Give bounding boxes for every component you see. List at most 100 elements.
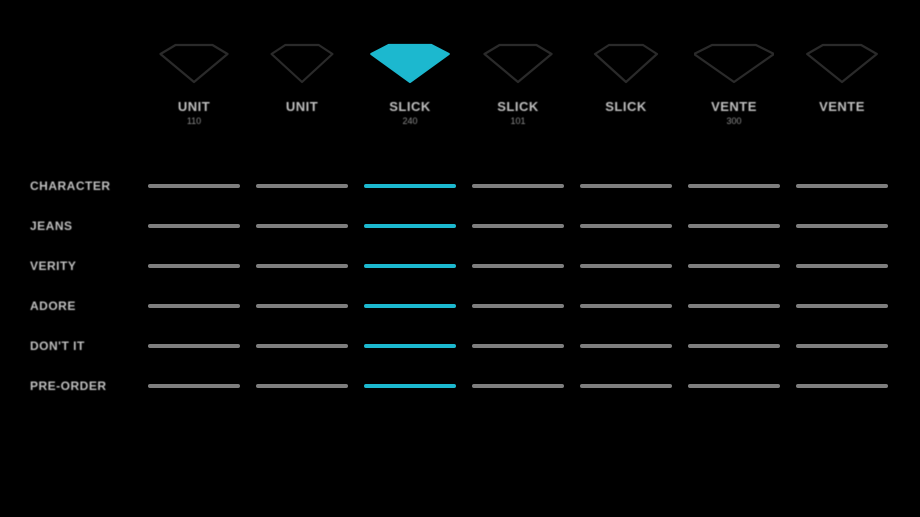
- bar: [256, 224, 348, 228]
- bar-cell: [248, 344, 356, 348]
- diamond-icon: [473, 30, 563, 90]
- diamond-icon: [581, 30, 671, 90]
- data-row: VERITY: [30, 246, 900, 286]
- bar: [472, 384, 564, 388]
- bar-cell: [572, 384, 680, 388]
- bar-cell: [356, 344, 464, 348]
- bar-cell: [464, 264, 572, 268]
- bar-cell: [248, 224, 356, 228]
- bar-cell: [140, 264, 248, 268]
- comparison-chart: UNIT 110 UNIT SLICK 240 SLICK 101 SLICK VEN…: [30, 30, 900, 406]
- bar-highlight: [364, 384, 456, 388]
- bar-cell: [788, 184, 896, 188]
- bar-cell: [680, 304, 788, 308]
- bar-cell: [680, 264, 788, 268]
- column-sublabel: 300: [726, 116, 741, 126]
- data-row: PRE-ORDER: [30, 366, 900, 406]
- column-label: VENTE: [819, 100, 865, 114]
- bar: [796, 224, 888, 228]
- bar-cell: [140, 224, 248, 228]
- data-row: ADORE: [30, 286, 900, 326]
- bar-cell: [464, 184, 572, 188]
- bar: [796, 304, 888, 308]
- bar: [688, 304, 780, 308]
- row-label: DON'T IT: [30, 339, 140, 353]
- column-sublabel: 110: [187, 116, 201, 126]
- bar: [688, 224, 780, 228]
- bar-cell: [464, 384, 572, 388]
- bar: [796, 184, 888, 188]
- diamond-icon: [797, 30, 887, 90]
- data-row: DON'T IT: [30, 326, 900, 366]
- bar-cell: [140, 384, 248, 388]
- diamond-icon: [365, 30, 455, 90]
- column-label: VENTE: [711, 100, 757, 114]
- bar: [472, 304, 564, 308]
- bar-cell: [140, 184, 248, 188]
- bar: [688, 264, 780, 268]
- bar-cell: [680, 184, 788, 188]
- row-label: CHARACTER: [30, 179, 140, 193]
- bar-cell: [464, 304, 572, 308]
- bar: [580, 304, 672, 308]
- bar: [796, 264, 888, 268]
- bar: [148, 384, 240, 388]
- bar: [580, 344, 672, 348]
- diamond-icon: [149, 30, 239, 90]
- bar-cell: [356, 304, 464, 308]
- column-3: SLICK 101: [464, 30, 572, 126]
- bar: [256, 304, 348, 308]
- diamond-icon: [257, 30, 347, 90]
- column-6: VENTE: [788, 30, 896, 126]
- bar-cell: [356, 224, 464, 228]
- bar-highlight: [364, 344, 456, 348]
- bar-cell: [680, 384, 788, 388]
- bar: [148, 344, 240, 348]
- bar: [148, 224, 240, 228]
- bar-cell: [572, 344, 680, 348]
- bar: [256, 264, 348, 268]
- column-label: UNIT: [178, 100, 210, 114]
- bar-highlight: [364, 264, 456, 268]
- bar: [580, 384, 672, 388]
- column-label: SLICK: [497, 100, 539, 114]
- bar-cell: [248, 184, 356, 188]
- column-label: SLICK: [605, 100, 647, 114]
- bar-highlight: [364, 184, 456, 188]
- data-row: JEANS: [30, 206, 900, 246]
- bar: [256, 384, 348, 388]
- bar-cell: [788, 384, 896, 388]
- bar-cell: [572, 224, 680, 228]
- column-5: VENTE 300: [680, 30, 788, 126]
- bar: [580, 264, 672, 268]
- column-label: SLICK: [389, 100, 431, 114]
- bar: [148, 264, 240, 268]
- data-row: CHARACTER: [30, 166, 900, 206]
- bar-cell: [140, 344, 248, 348]
- bar-cell: [464, 344, 572, 348]
- bar-highlight: [364, 224, 456, 228]
- bar: [796, 384, 888, 388]
- bar-cell: [356, 264, 464, 268]
- bar: [688, 344, 780, 348]
- column-sublabel: 240: [402, 116, 417, 126]
- bar-cell: [680, 224, 788, 228]
- bar-cell: [248, 384, 356, 388]
- bar: [256, 344, 348, 348]
- column-label: UNIT: [286, 100, 318, 114]
- bar: [580, 224, 672, 228]
- data-rows: CHARACTER JEANS VERITY ADORE DON'T IT PRE-ORD…: [30, 166, 900, 406]
- bar-cell: [248, 264, 356, 268]
- row-label: VERITY: [30, 259, 140, 273]
- bar-cell: [248, 304, 356, 308]
- bar: [472, 264, 564, 268]
- column-0: UNIT 110: [140, 30, 248, 126]
- bar: [148, 304, 240, 308]
- column-sublabel: 101: [510, 116, 525, 126]
- bar: [580, 184, 672, 188]
- bar-cell: [788, 344, 896, 348]
- bar: [688, 384, 780, 388]
- bar-cell: [356, 184, 464, 188]
- bar: [472, 224, 564, 228]
- column-4: SLICK: [572, 30, 680, 126]
